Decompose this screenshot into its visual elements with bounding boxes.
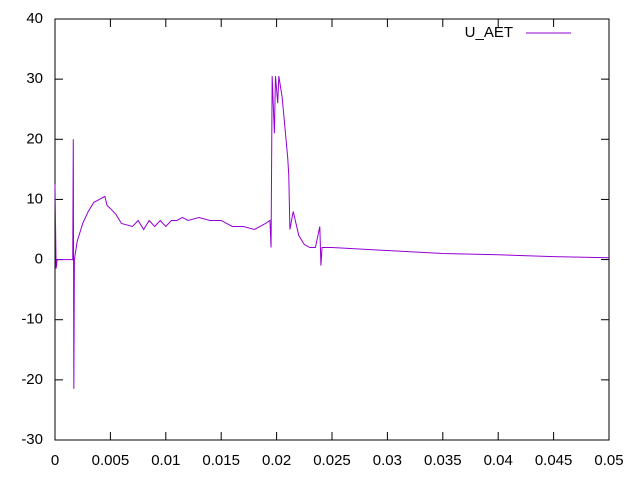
y-tick-label: -20: [21, 371, 43, 388]
x-tick-label: 0: [51, 452, 59, 469]
x-tick-label: 0.05: [594, 452, 623, 469]
y-tick-label: -30: [21, 431, 43, 448]
x-tick-label: 0.015: [202, 452, 240, 469]
x-tick-label: 0.035: [424, 452, 462, 469]
x-tick-label: 0.025: [313, 452, 351, 469]
x-tick-label: 0.02: [262, 452, 291, 469]
y-tick-label: 20: [26, 130, 43, 147]
y-tick-label: 40: [26, 10, 43, 27]
x-tick-label: 0.005: [92, 452, 130, 469]
y-tick-label: 30: [26, 70, 43, 87]
plot-border: [54, 18, 610, 441]
data-line: [54, 76, 610, 389]
x-tick-label: 0.03: [373, 452, 402, 469]
x-tick-label: 0.04: [484, 452, 513, 469]
y-tick-label: 0: [35, 251, 43, 268]
legend-label: U_AET: [465, 24, 513, 41]
y-tick-label: 10: [26, 190, 43, 207]
y-tick-label: -10: [21, 311, 43, 328]
x-tick-label: 0.045: [535, 452, 573, 469]
x-tick-label: 0.01: [151, 452, 180, 469]
